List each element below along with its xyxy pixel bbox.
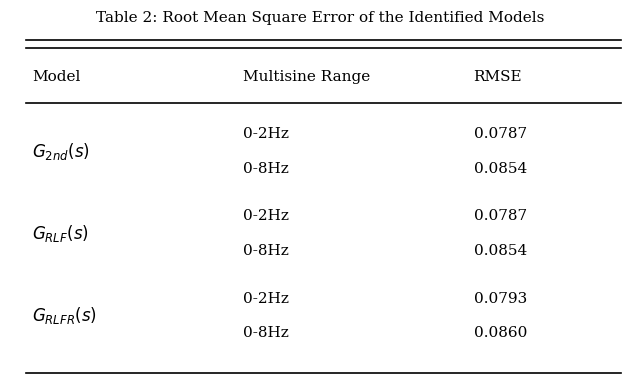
Text: 0-8Hz: 0-8Hz: [243, 326, 289, 340]
Text: 0-8Hz: 0-8Hz: [243, 244, 289, 258]
Text: $G_{RLF}(s)$: $G_{RLF}(s)$: [32, 223, 89, 244]
Text: Table 2: Root Mean Square Error of the Identified Models: Table 2: Root Mean Square Error of the I…: [96, 11, 544, 26]
Text: 0.0860: 0.0860: [474, 326, 527, 340]
Text: 0.0854: 0.0854: [474, 244, 527, 258]
Text: 0-2Hz: 0-2Hz: [243, 127, 289, 141]
Text: 0.0854: 0.0854: [474, 162, 527, 175]
Text: 0-2Hz: 0-2Hz: [243, 292, 289, 306]
Text: Model: Model: [32, 70, 81, 83]
Text: $G_{2nd}(s)$: $G_{2nd}(s)$: [32, 141, 90, 162]
Text: 0.0787: 0.0787: [474, 127, 527, 141]
Text: 0.0787: 0.0787: [474, 210, 527, 223]
Text: RMSE: RMSE: [474, 70, 522, 83]
Text: 0.0793: 0.0793: [474, 292, 527, 306]
Text: $G_{RLFR}(s)$: $G_{RLFR}(s)$: [32, 306, 97, 326]
Text: 0-2Hz: 0-2Hz: [243, 210, 289, 223]
Text: Multisine Range: Multisine Range: [243, 70, 371, 83]
Text: 0-8Hz: 0-8Hz: [243, 162, 289, 175]
